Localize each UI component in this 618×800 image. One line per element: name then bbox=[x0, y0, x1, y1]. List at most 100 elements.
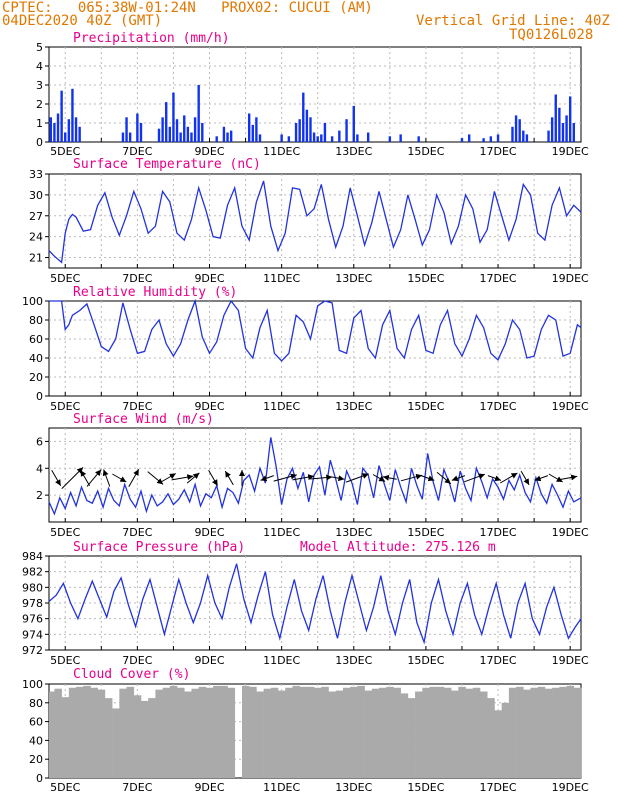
cloud-bar bbox=[285, 687, 293, 778]
cloud-bar bbox=[68, 687, 77, 778]
cloud-bar bbox=[155, 689, 163, 778]
wind-arrow bbox=[292, 474, 315, 481]
precip-bar bbox=[489, 136, 493, 142]
pressure-ytick-label: 978 bbox=[22, 597, 43, 610]
cloud-bar bbox=[400, 693, 409, 778]
precip-bar bbox=[558, 107, 561, 142]
precip-bar bbox=[554, 94, 557, 142]
cloud-ytick-label: 60 bbox=[29, 716, 43, 729]
cloud-bar bbox=[220, 685, 228, 778]
cloud-bar bbox=[270, 687, 279, 778]
header-grid-line: Vertical Grid Line: 40Z bbox=[416, 13, 610, 29]
header-model: TQ0126L028 bbox=[509, 27, 594, 43]
wind-arrow bbox=[102, 469, 111, 487]
precip-bar bbox=[179, 132, 182, 142]
wind-arrow bbox=[260, 475, 274, 482]
cloud-bar bbox=[213, 685, 221, 778]
pressure-panel: 5DEC 7DEC 9DEC 11DEC 13DEC 15DEC 17DEC 19DEC 972… bbox=[22, 540, 589, 667]
cloud-bar bbox=[119, 688, 127, 778]
cloud-bar bbox=[184, 691, 192, 778]
precip-bar bbox=[197, 85, 200, 142]
precip-title: Precipitation (mm/h) bbox=[73, 31, 230, 46]
precip-xtick-label: 13DEC bbox=[335, 145, 372, 158]
cloud-bar bbox=[530, 687, 539, 778]
cloud-bar bbox=[227, 687, 236, 778]
precip-bar bbox=[388, 136, 392, 142]
wind-xtick-label: 5DEC bbox=[50, 526, 80, 539]
precip-bar bbox=[175, 119, 179, 142]
precip-bar bbox=[302, 92, 305, 142]
precip-xtick-label: 19DEC bbox=[552, 145, 589, 158]
cloud-bar bbox=[436, 686, 445, 778]
cloud-bar bbox=[516, 686, 524, 778]
precip-ytick-label: 0 bbox=[36, 136, 43, 149]
header-run-date: 04DEC2020 40Z (GMT) bbox=[2, 13, 163, 29]
cloud-xtick-label: 15DEC bbox=[407, 781, 444, 794]
cloud-bar bbox=[566, 685, 575, 778]
precip-bar bbox=[226, 132, 229, 142]
cloud-bar bbox=[314, 687, 322, 778]
wind-arrow bbox=[273, 473, 297, 482]
wind-arrow bbox=[436, 471, 452, 485]
precip-bar bbox=[60, 90, 63, 142]
temp-xtick-label: 7DEC bbox=[122, 272, 152, 285]
precip-bar bbox=[229, 130, 233, 142]
cloud-xtick-label: 5DEC bbox=[50, 781, 80, 794]
precip-bar bbox=[352, 105, 355, 142]
cloud-bar bbox=[61, 697, 70, 778]
precip-bar bbox=[287, 136, 291, 142]
wind-arrow bbox=[330, 475, 345, 482]
precip-bar bbox=[74, 117, 78, 142]
cloud-bar bbox=[573, 687, 582, 778]
pressure-ytick-label: 972 bbox=[22, 644, 43, 657]
precip-panel: 5DEC 7DEC 9DEC 11DEC 13DEC 15DEC 17DEC 19DEC 0 1 2… bbox=[36, 31, 589, 158]
rh-ytick-label: 80 bbox=[29, 314, 43, 327]
precip-bar bbox=[338, 130, 341, 142]
precip-bar bbox=[320, 134, 323, 142]
precip-bar bbox=[251, 124, 254, 142]
precip-bar bbox=[550, 117, 554, 142]
cloud-bar bbox=[292, 685, 300, 778]
cloud-bar bbox=[133, 695, 142, 778]
precip-bar bbox=[258, 134, 262, 142]
cloud-bar bbox=[97, 689, 106, 778]
precip-ytick-label: 3 bbox=[36, 79, 43, 92]
pressure-xtick-label: 17DEC bbox=[479, 654, 516, 667]
precip-bar bbox=[71, 88, 74, 142]
precip-bar bbox=[522, 130, 525, 142]
cloud-ytick-label: 80 bbox=[29, 697, 43, 710]
wind-arrow bbox=[451, 475, 466, 482]
wind-arrow bbox=[112, 473, 127, 483]
precip-bar bbox=[323, 123, 327, 142]
rh-ytick-label: 0 bbox=[36, 390, 43, 403]
cloud-bar bbox=[249, 686, 257, 778]
cloud-bar bbox=[443, 687, 452, 778]
precip-bar bbox=[356, 134, 359, 142]
wind-arrow bbox=[382, 474, 397, 481]
rh-series-line bbox=[49, 298, 582, 362]
cloud-bar bbox=[371, 688, 380, 778]
precip-bar bbox=[482, 138, 485, 142]
wind-arrow bbox=[520, 470, 530, 486]
cloud-bar bbox=[148, 698, 156, 778]
cloud-bar bbox=[379, 687, 387, 778]
pressure-xtick-label: 7DEC bbox=[122, 654, 152, 667]
pressure-ytick-label: 976 bbox=[22, 613, 43, 626]
temp-frame bbox=[48, 173, 582, 269]
wind-xtick-label: 11DEC bbox=[263, 526, 300, 539]
cloud-xtick-label: 19DEC bbox=[552, 781, 589, 794]
cloud-bar bbox=[357, 685, 365, 778]
cloud-bar bbox=[169, 685, 178, 778]
cloud-bar bbox=[256, 691, 264, 778]
rh-xtick-label: 7DEC bbox=[122, 400, 152, 413]
precip-bar bbox=[305, 109, 309, 142]
precip-xtick-label: 9DEC bbox=[194, 145, 224, 158]
wind-arrow bbox=[224, 470, 234, 486]
precip-bar bbox=[215, 136, 218, 142]
cloud-bar bbox=[263, 688, 272, 778]
precip-bar bbox=[568, 96, 572, 142]
rh-ytick-label: 40 bbox=[29, 352, 43, 365]
wind-ytick-label: 2 bbox=[36, 489, 43, 502]
precip-bar bbox=[78, 126, 81, 142]
cloud-bar bbox=[472, 687, 481, 778]
